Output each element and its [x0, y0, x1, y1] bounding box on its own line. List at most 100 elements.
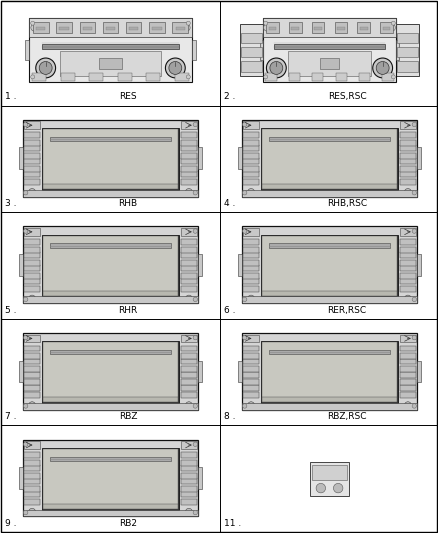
Bar	[24, 335, 40, 342]
Bar	[289, 22, 301, 33]
Bar	[265, 73, 277, 80]
Circle shape	[266, 58, 286, 78]
Bar	[380, 22, 393, 33]
Circle shape	[24, 404, 28, 408]
Circle shape	[24, 229, 28, 233]
Text: 4 .: 4 .	[224, 199, 235, 208]
Bar	[399, 122, 416, 129]
Bar	[24, 359, 40, 365]
Bar	[243, 146, 259, 151]
Text: RBZ: RBZ	[119, 412, 137, 421]
Circle shape	[28, 295, 35, 302]
Circle shape	[193, 335, 198, 340]
Bar	[24, 499, 40, 505]
Bar	[399, 228, 416, 236]
Bar	[19, 467, 23, 489]
Bar	[242, 403, 417, 410]
Bar	[260, 41, 263, 60]
Bar	[23, 120, 198, 197]
Bar	[24, 473, 40, 479]
Bar	[198, 361, 202, 382]
Circle shape	[243, 191, 247, 195]
Bar	[399, 359, 416, 365]
Bar	[243, 353, 259, 359]
Bar	[42, 44, 179, 49]
Bar	[262, 184, 397, 189]
Circle shape	[373, 58, 392, 78]
Bar	[43, 449, 178, 508]
Circle shape	[31, 24, 38, 31]
Bar	[243, 140, 259, 146]
Bar	[399, 372, 416, 377]
Bar	[180, 465, 197, 471]
Bar	[43, 129, 178, 189]
Bar	[399, 366, 416, 372]
Bar	[399, 239, 416, 245]
Bar	[262, 129, 397, 189]
Bar	[24, 122, 40, 129]
Bar	[269, 244, 390, 248]
Circle shape	[412, 335, 417, 340]
Bar	[238, 148, 242, 169]
Circle shape	[243, 404, 247, 408]
Bar	[262, 342, 397, 402]
Bar	[180, 473, 197, 479]
Bar	[24, 379, 40, 385]
Bar	[103, 22, 118, 33]
Bar	[173, 22, 188, 33]
Bar	[180, 179, 197, 185]
Bar	[180, 140, 197, 146]
Circle shape	[376, 61, 389, 75]
Bar	[180, 273, 197, 279]
Bar	[24, 172, 40, 177]
Bar	[399, 286, 416, 292]
Bar	[60, 27, 69, 30]
Bar	[399, 158, 416, 164]
Bar	[243, 166, 259, 172]
Circle shape	[412, 404, 417, 408]
Bar	[24, 140, 40, 146]
Text: RHB: RHB	[118, 199, 138, 208]
Text: 3 .: 3 .	[5, 199, 17, 208]
Circle shape	[264, 21, 268, 25]
Circle shape	[24, 122, 28, 127]
Bar	[243, 273, 259, 279]
Bar	[24, 465, 40, 471]
Bar	[243, 366, 259, 372]
Bar	[399, 172, 416, 177]
Bar	[180, 252, 197, 258]
Bar	[24, 260, 40, 265]
Circle shape	[31, 21, 35, 25]
Bar	[191, 41, 196, 60]
Circle shape	[28, 508, 35, 515]
Bar	[180, 491, 197, 497]
Bar	[146, 73, 160, 80]
Bar	[261, 341, 398, 403]
Bar	[42, 128, 179, 190]
Bar	[50, 350, 171, 354]
Bar	[243, 286, 259, 292]
Bar	[397, 47, 418, 57]
Bar	[243, 132, 259, 138]
Bar	[180, 441, 197, 449]
Bar	[314, 27, 322, 30]
Bar	[80, 22, 95, 33]
Bar	[24, 345, 40, 351]
Bar	[19, 361, 23, 382]
Bar	[399, 265, 416, 271]
Bar	[24, 247, 40, 253]
Bar	[23, 333, 198, 410]
Bar	[43, 397, 178, 402]
Bar	[180, 478, 197, 484]
Circle shape	[333, 483, 343, 493]
Bar	[243, 260, 259, 265]
Bar	[61, 73, 74, 80]
Bar	[118, 73, 132, 80]
Text: 11 .: 11 .	[224, 519, 241, 528]
Bar	[243, 122, 259, 129]
Circle shape	[28, 189, 35, 196]
Bar	[152, 27, 162, 30]
Bar	[83, 27, 92, 30]
Circle shape	[185, 508, 192, 515]
Text: 9 .: 9 .	[5, 519, 17, 528]
